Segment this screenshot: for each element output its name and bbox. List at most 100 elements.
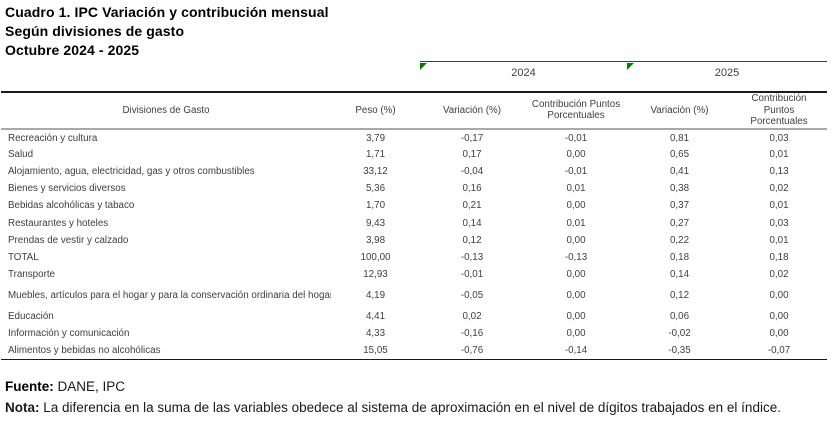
cell-variacion-2024: -0,76: [460, 345, 484, 357]
cell-contribucion-2025: 0,00: [769, 328, 789, 340]
table-row: Alimentos y bebidas no alcohólicas 15,05…: [1, 343, 827, 360]
cell-contribucion-2025: 0,02: [769, 183, 789, 195]
col-header-contribucion-2024: Contribución Puntos Porcentuales: [531, 98, 621, 122]
table-row: Recreación y cultura 3,79 -0,17 -0,01 0,…: [1, 129, 827, 146]
cell-variacion-2025: 0,14: [669, 269, 690, 281]
title-line-2: Según divisiones de gasto: [5, 23, 185, 39]
cell-contribucion-2025: 0,01: [769, 200, 789, 212]
cell-contribucion-2024: 0,01: [566, 217, 586, 229]
col-header-divisiones: Divisiones de Gasto: [122, 104, 210, 116]
note-line: Nota: La diferencia en la suma de las va…: [5, 397, 829, 418]
title-line-3: Octubre 2024 - 2025: [5, 42, 140, 58]
cell-variacion-2024: -0,17: [460, 133, 484, 145]
cell-variacion-2025: 0,27: [669, 217, 690, 229]
cell-contribucion-2025: 0,03: [769, 217, 789, 229]
table-row: Muebles, artículos para el hogar y para …: [1, 283, 827, 308]
cell-peso: 12,93: [363, 269, 388, 281]
green-corner-icon: [420, 63, 427, 70]
cell-contribucion-2025: 0,01: [769, 148, 789, 160]
year-group-2025: 2025: [627, 61, 827, 79]
cell-contribucion-2025: -0,07: [767, 345, 791, 357]
cell-variacion-2024: -0,16: [460, 328, 484, 340]
cell-contribucion-2024: -0,01: [564, 165, 588, 177]
cell-peso: 4,33: [365, 328, 386, 340]
col-header-contribucion-2025: Contribución Puntos Porcentuales: [750, 93, 808, 127]
cell-division: Muebles, artículos para el hogar y para …: [8, 290, 331, 302]
cell-contribucion-2024: 0,00: [566, 328, 586, 340]
cell-variacion-2024: 0,17: [462, 148, 482, 160]
cell-variacion-2024: -0,04: [460, 165, 484, 177]
cell-contribucion-2025: 0,02: [769, 269, 789, 281]
cell-variacion-2025: 0,81: [669, 133, 690, 145]
cell-division: Transporte: [8, 269, 56, 281]
cell-division: Recreación y cultura: [8, 133, 98, 145]
cell-variacion-2024: 0,21: [462, 200, 482, 212]
cell-peso: 4,41: [365, 311, 386, 323]
cell-division: Prendas de vestir y calzado: [8, 234, 129, 246]
table-body: Recreación y cultura 3,79 -0,17 -0,01 0,…: [1, 129, 827, 360]
cell-peso: 5,36: [365, 183, 386, 195]
title-line-1: Cuadro 1. IPC Variación y contribución m…: [5, 4, 329, 20]
table-row: Alojamiento, agua, electricidad, gas y o…: [1, 163, 827, 180]
cell-variacion-2025: 0,18: [669, 251, 690, 263]
cell-variacion-2024: 0,02: [462, 311, 482, 323]
cell-contribucion-2024: 0,01: [566, 183, 586, 195]
green-corner-icon: [627, 63, 634, 70]
year-label-2024: 2024: [511, 67, 536, 79]
table-row: Educación 4,41 0,02 0,00 0,06 0,00: [1, 308, 827, 325]
table-row: Prendas de vestir y calzado 3,98 0,12 0,…: [1, 232, 827, 249]
cell-peso: 3,98: [365, 234, 386, 246]
cell-variacion-2024: 0,14: [462, 217, 482, 229]
cell-variacion-2024: 0,16: [462, 183, 482, 195]
cell-division: Bienes y servicios diversos: [8, 183, 126, 195]
footer: Fuente: DANE, IPC Nota: La diferencia en…: [5, 376, 829, 418]
cell-contribucion-2025: 0,18: [769, 251, 789, 263]
cell-contribucion-2024: 0,00: [566, 200, 586, 212]
cell-contribucion-2024: -0,01: [564, 133, 588, 145]
col-header-variacion-2024: Variación (%): [442, 104, 502, 116]
table-row: Bebidas alcohólicas y tabaco 1,70 0,21 0…: [1, 197, 827, 214]
cell-contribucion-2025: 0,00: [769, 311, 789, 323]
ipc-table: Divisiones de Gasto Peso (%) Variación (…: [1, 91, 827, 361]
cell-division: Información y comunicación: [8, 328, 130, 340]
cell-variacion-2024: -0,01: [460, 269, 484, 281]
cell-division: Salud: [8, 148, 34, 160]
cell-division: Bebidas alcohólicas y tabaco: [8, 200, 135, 212]
cell-division: Educación: [8, 311, 54, 323]
source-label: Fuente:: [5, 379, 54, 394]
cell-variacion-2024: 0,12: [462, 234, 482, 246]
cell-peso: 4,19: [365, 290, 386, 302]
source-line: Fuente: DANE, IPC: [5, 376, 829, 397]
cell-variacion-2025: -0,35: [668, 345, 691, 357]
cell-variacion-2024: -0,13: [460, 251, 484, 263]
cell-peso: 1,71: [365, 148, 386, 160]
cell-contribucion-2025: 0,03: [769, 133, 789, 145]
cell-contribucion-2024: -0,14: [564, 345, 588, 357]
cell-contribucion-2025: 0,01: [769, 234, 789, 246]
table-row: Transporte 12,93 -0,01 0,00 0,14 0,02: [1, 266, 827, 283]
cell-peso: 1,70: [365, 200, 386, 212]
cell-variacion-2025: 0,41: [669, 165, 690, 177]
cell-peso: 9,43: [365, 217, 386, 229]
table-title: Cuadro 1. IPC Variación y contribución m…: [5, 3, 329, 60]
cell-division: TOTAL: [8, 251, 39, 263]
cell-division: Alimentos y bebidas no alcohólicas: [8, 345, 161, 357]
table-row: TOTAL 100,00 -0,13 -0,13 0,18 0,18: [1, 249, 827, 266]
cell-division: Alojamiento, agua, electricidad, gas y o…: [8, 165, 255, 177]
table-row: Bienes y servicios diversos 5,36 0,16 0,…: [1, 180, 827, 197]
cell-contribucion-2024: 0,00: [566, 311, 586, 323]
year-group-2024: 2024: [420, 61, 627, 79]
cell-variacion-2025: 0,06: [669, 311, 690, 323]
cell-variacion-2024: -0,05: [460, 290, 484, 302]
cell-contribucion-2024: -0,13: [564, 251, 588, 263]
year-band: 2024 2025: [420, 61, 827, 89]
cell-division: Restaurantes y hoteles: [8, 217, 109, 229]
note-label: Nota:: [5, 400, 40, 415]
cell-peso: 15,05: [363, 345, 388, 357]
cell-peso: 100,00: [360, 251, 391, 263]
cell-contribucion-2024: 0,00: [566, 290, 586, 302]
col-header-peso: Peso (%): [355, 104, 396, 116]
cell-contribucion-2024: 0,00: [566, 148, 586, 160]
cell-contribucion-2025: 0,13: [769, 165, 789, 177]
cell-variacion-2025: 0,38: [669, 183, 690, 195]
